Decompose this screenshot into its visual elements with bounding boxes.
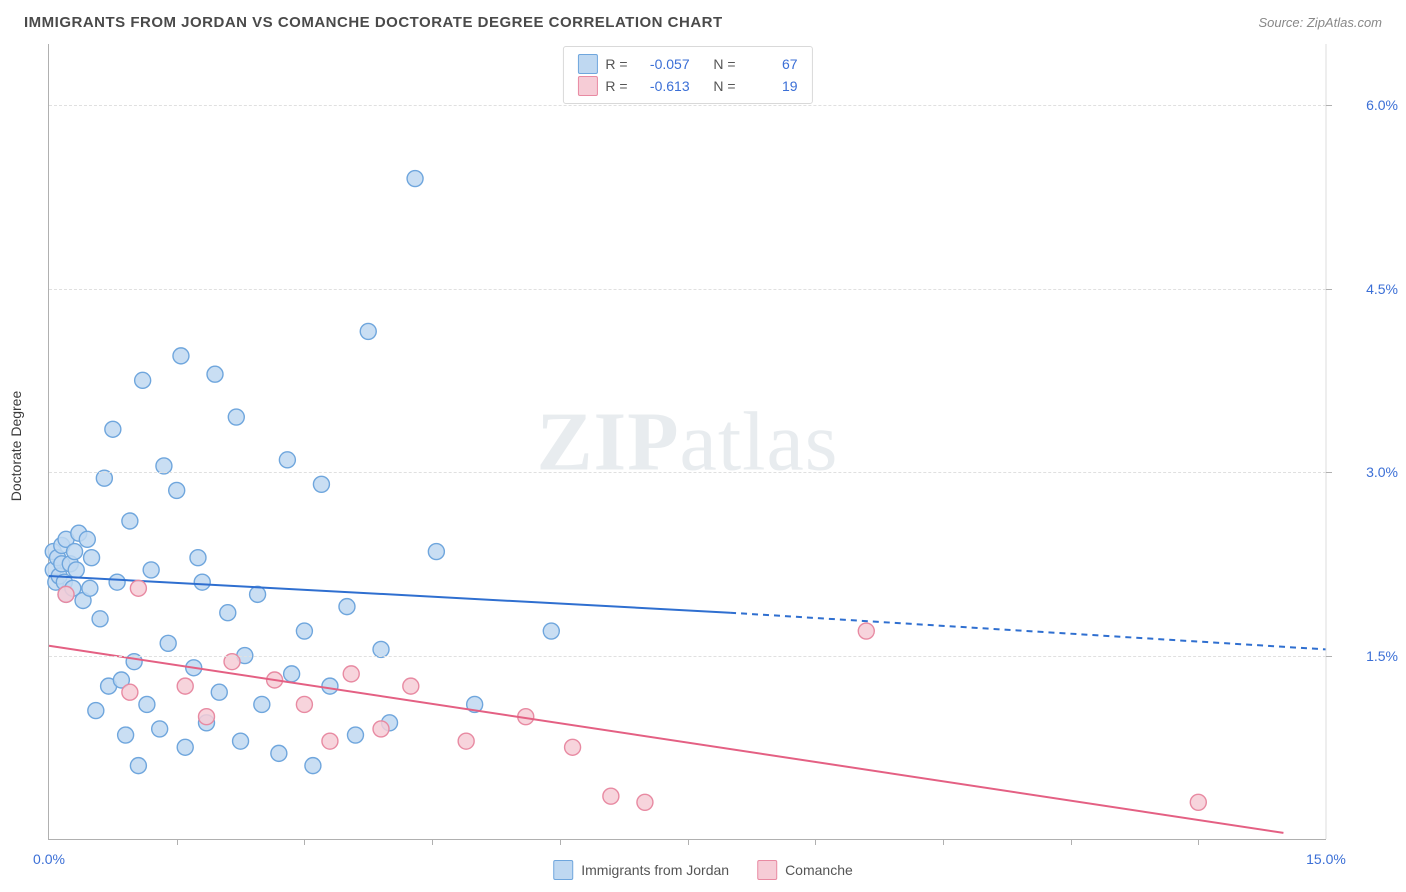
x-tick-label: 15.0% xyxy=(1306,851,1346,867)
data-point xyxy=(373,721,389,737)
data-point xyxy=(858,623,874,639)
data-point xyxy=(250,586,266,602)
data-point xyxy=(139,696,155,712)
data-point xyxy=(84,550,100,566)
data-point xyxy=(130,580,146,596)
data-point xyxy=(428,544,444,560)
data-point xyxy=(407,171,423,187)
data-point xyxy=(343,666,359,682)
data-point xyxy=(169,482,185,498)
data-point xyxy=(637,794,653,810)
data-point xyxy=(233,733,249,749)
series-legend: Immigrants from Jordan Comanche xyxy=(553,860,853,880)
data-point xyxy=(58,586,74,602)
x-tick-label: 0.0% xyxy=(33,851,65,867)
data-point xyxy=(82,580,98,596)
data-point xyxy=(543,623,559,639)
data-point xyxy=(1190,794,1206,810)
data-point xyxy=(135,372,151,388)
data-point xyxy=(211,684,227,700)
data-point xyxy=(194,574,210,590)
data-point xyxy=(79,531,95,547)
data-point xyxy=(347,727,363,743)
swatch-icon xyxy=(553,860,573,880)
chart-svg xyxy=(49,44,1326,839)
data-point xyxy=(254,696,270,712)
data-point xyxy=(173,348,189,364)
trend-line-dashed xyxy=(730,613,1326,650)
data-point xyxy=(67,544,83,560)
data-point xyxy=(360,323,376,339)
data-point xyxy=(130,758,146,774)
data-point xyxy=(296,696,312,712)
data-point xyxy=(403,678,419,694)
legend-item: Immigrants from Jordan xyxy=(553,860,729,880)
data-point xyxy=(313,476,329,492)
data-point xyxy=(220,605,236,621)
data-point xyxy=(322,678,338,694)
data-point xyxy=(118,727,134,743)
data-point xyxy=(68,562,84,578)
data-point xyxy=(190,550,206,566)
chart-title: IMMIGRANTS FROM JORDAN VS COMANCHE DOCTO… xyxy=(24,14,723,31)
scatter-chart: ZIPatlas R = -0.057 N = 67 R = -0.613 N … xyxy=(48,44,1326,840)
data-point xyxy=(296,623,312,639)
legend-label: Immigrants from Jordan xyxy=(581,862,729,878)
data-point xyxy=(322,733,338,749)
data-point xyxy=(603,788,619,804)
trend-line xyxy=(49,576,730,613)
data-point xyxy=(88,703,104,719)
data-point xyxy=(198,709,214,725)
y-tick-label: 1.5% xyxy=(1338,648,1398,664)
legend-label: Comanche xyxy=(785,862,853,878)
source-label: Source: ZipAtlas.com xyxy=(1258,15,1382,30)
data-point xyxy=(339,599,355,615)
swatch-icon xyxy=(757,860,777,880)
y-tick-label: 6.0% xyxy=(1338,97,1398,113)
data-point xyxy=(177,739,193,755)
data-point xyxy=(160,635,176,651)
y-tick-label: 4.5% xyxy=(1338,281,1398,297)
data-point xyxy=(109,574,125,590)
data-point xyxy=(122,513,138,529)
data-point xyxy=(284,666,300,682)
data-point xyxy=(565,739,581,755)
data-point xyxy=(458,733,474,749)
legend-item: Comanche xyxy=(757,860,853,880)
data-point xyxy=(122,684,138,700)
data-point xyxy=(143,562,159,578)
data-point xyxy=(271,745,287,761)
data-point xyxy=(305,758,321,774)
data-point xyxy=(105,421,121,437)
data-point xyxy=(152,721,168,737)
data-point xyxy=(207,366,223,382)
data-point xyxy=(177,678,193,694)
data-point xyxy=(92,611,108,627)
y-tick-label: 3.0% xyxy=(1338,464,1398,480)
data-point xyxy=(228,409,244,425)
y-axis-title: Doctorate Degree xyxy=(8,391,24,502)
data-point xyxy=(279,452,295,468)
